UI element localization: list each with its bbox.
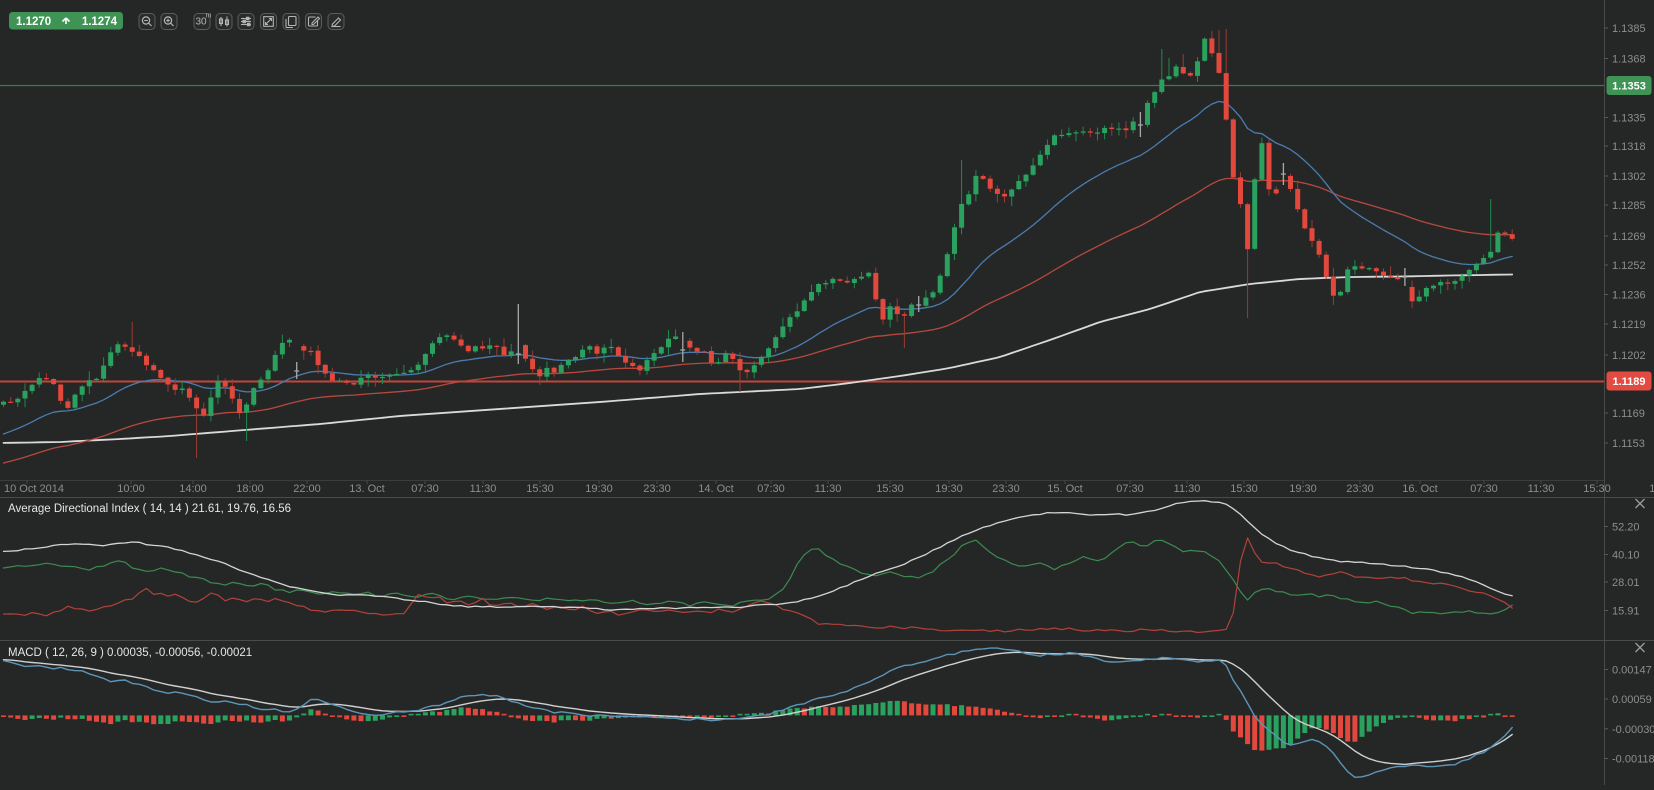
svg-text:07:30: 07:30 [757, 483, 785, 495]
svg-text:1.1385: 1.1385 [1612, 23, 1646, 35]
svg-text:23:30: 23:30 [643, 483, 671, 495]
svg-text:1.1202: 1.1202 [1612, 350, 1646, 362]
svg-text:16. Oct: 16. Oct [1402, 483, 1437, 495]
svg-text:15. Oct: 15. Oct [1047, 483, 1082, 495]
svg-text:1.1353: 1.1353 [1612, 81, 1646, 93]
svg-text:11:30: 11:30 [470, 483, 497, 495]
svg-text:1.1169: 1.1169 [1612, 408, 1645, 420]
svg-text:1.1269: 1.1269 [1612, 231, 1646, 243]
svg-text:23:30: 23:30 [992, 483, 1020, 495]
svg-text:1.1270: 1.1270 [16, 16, 51, 28]
svg-text:15.91: 15.91 [1612, 606, 1640, 618]
svg-text:1.1274: 1.1274 [82, 16, 118, 28]
svg-text:0.00059: 0.00059 [1612, 694, 1652, 706]
svg-text:1.1302: 1.1302 [1612, 171, 1646, 183]
svg-text:1.1318: 1.1318 [1612, 141, 1646, 153]
svg-text:15:30: 15:30 [526, 483, 554, 495]
svg-text:10 Oct 2014: 10 Oct 2014 [4, 483, 64, 495]
svg-text:19:30: 19:30 [585, 483, 613, 495]
svg-text:-0.00030: -0.00030 [1612, 724, 1654, 736]
svg-text:1.1285: 1.1285 [1612, 200, 1646, 212]
svg-text:Average Directional Index ( 14: Average Directional Index ( 14, 14 ) 21.… [8, 503, 291, 515]
svg-text:30: 30 [195, 17, 207, 28]
svg-text:1.1236: 1.1236 [1612, 290, 1646, 302]
svg-text:15:30: 15:30 [876, 483, 904, 495]
svg-text:22:00: 22:00 [293, 483, 321, 495]
svg-text:11:30: 11:30 [1528, 483, 1555, 495]
svg-text:1.1189: 1.1189 [1612, 376, 1645, 388]
svg-text:-0.00118: -0.00118 [1612, 754, 1654, 766]
svg-text:m: m [206, 13, 212, 20]
svg-text:07:30: 07:30 [1470, 483, 1498, 495]
svg-text:14:00: 14:00 [179, 483, 207, 495]
svg-text:1.1368: 1.1368 [1612, 54, 1646, 66]
svg-text:07:30: 07:30 [411, 483, 439, 495]
svg-text:MACD ( 12, 26, 9 ) 0.00035, -0: MACD ( 12, 26, 9 ) 0.00035, -0.00056, -0… [8, 647, 252, 659]
svg-text:52.20: 52.20 [1612, 522, 1640, 534]
svg-text:11:30: 11:30 [1174, 483, 1201, 495]
svg-text:1.1153: 1.1153 [1612, 438, 1645, 450]
svg-text:40.10: 40.10 [1612, 550, 1640, 562]
svg-text:19:30: 19:30 [1289, 483, 1317, 495]
svg-text:14. Oct: 14. Oct [698, 483, 733, 495]
svg-text:19:30: 19:30 [935, 483, 963, 495]
svg-text:1.1335: 1.1335 [1612, 113, 1646, 125]
svg-text:11:30: 11:30 [815, 483, 842, 495]
svg-text:13. Oct: 13. Oct [349, 483, 384, 495]
svg-text:10:00: 10:00 [117, 483, 145, 495]
svg-text:15:30: 15:30 [1230, 483, 1258, 495]
svg-text:0.00147: 0.00147 [1612, 665, 1652, 677]
svg-text:23:30: 23:30 [1346, 483, 1374, 495]
svg-text:15:30: 15:30 [1583, 483, 1611, 495]
svg-text:18:00: 18:00 [236, 483, 264, 495]
svg-text:1.1219: 1.1219 [1612, 319, 1646, 331]
svg-text:28.01: 28.01 [1612, 577, 1640, 589]
svg-text:07:30: 07:30 [1116, 483, 1144, 495]
svg-text:19:30: 19:30 [1649, 483, 1654, 495]
svg-text:1.1252: 1.1252 [1612, 260, 1646, 272]
